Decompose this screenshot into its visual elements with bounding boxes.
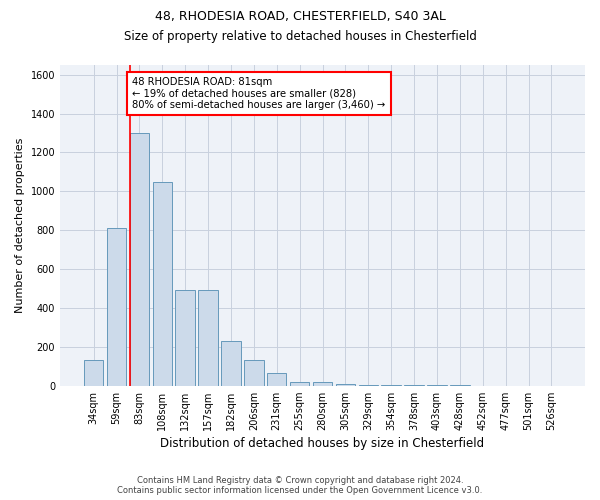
- Bar: [290, 382, 310, 386]
- Text: Contains HM Land Registry data © Crown copyright and database right 2024.
Contai: Contains HM Land Registry data © Crown c…: [118, 476, 482, 495]
- Text: 48, RHODESIA ROAD, CHESTERFIELD, S40 3AL: 48, RHODESIA ROAD, CHESTERFIELD, S40 3AL: [155, 10, 445, 23]
- Bar: [152, 182, 172, 386]
- Text: Size of property relative to detached houses in Chesterfield: Size of property relative to detached ho…: [124, 30, 476, 43]
- Bar: [175, 290, 195, 386]
- Y-axis label: Number of detached properties: Number of detached properties: [15, 138, 25, 313]
- Bar: [382, 384, 401, 386]
- Bar: [130, 133, 149, 386]
- X-axis label: Distribution of detached houses by size in Chesterfield: Distribution of detached houses by size …: [160, 437, 485, 450]
- Bar: [244, 360, 263, 386]
- Bar: [84, 360, 103, 386]
- Bar: [199, 290, 218, 386]
- Bar: [267, 373, 286, 386]
- Bar: [359, 384, 378, 386]
- Bar: [221, 341, 241, 386]
- Bar: [107, 228, 126, 386]
- Bar: [404, 385, 424, 386]
- Bar: [335, 384, 355, 386]
- Text: 48 RHODESIA ROAD: 81sqm
← 19% of detached houses are smaller (828)
80% of semi-d: 48 RHODESIA ROAD: 81sqm ← 19% of detache…: [133, 76, 386, 110]
- Bar: [313, 382, 332, 386]
